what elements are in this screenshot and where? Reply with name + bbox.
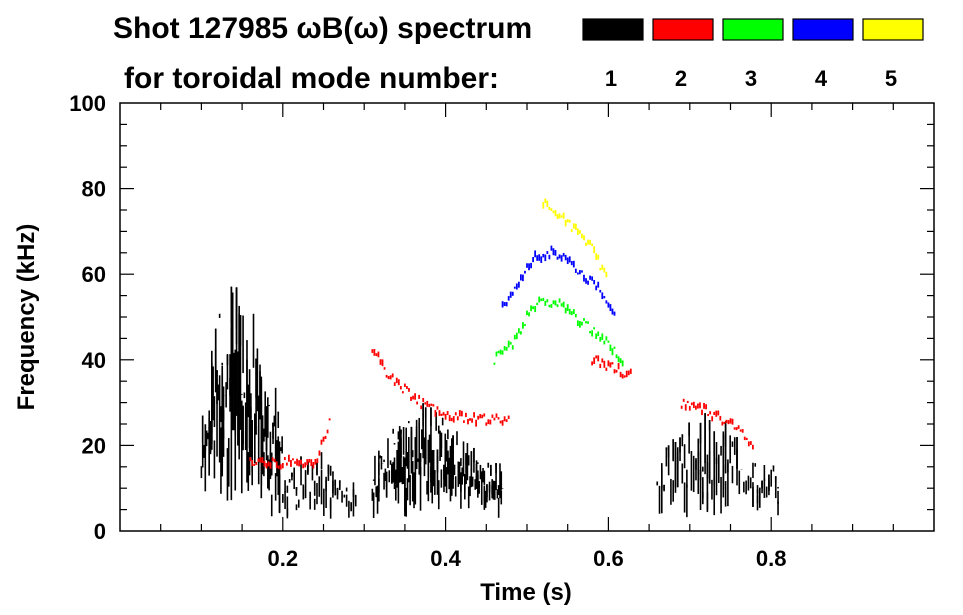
y-tick-label: 60 [82,262,106,287]
legend-label-mode-5: 5 [885,66,897,91]
series-mode-2-6 [591,355,632,379]
series-mode-1-1 [281,452,357,519]
y-tick-label: 80 [82,177,106,202]
legend-swatch-mode-3 [722,18,784,41]
y-tick-label: 100 [69,91,106,116]
series-mode-1-3 [656,413,779,518]
title-line2: for toroidal mode number: [124,62,499,95]
legend-label-mode-2: 2 [675,66,687,91]
series-mode-2-5 [371,348,510,427]
x-tick-label: 0.6 [593,546,624,571]
series-mode-1-2 [371,403,504,518]
series-mode-5-10 [542,198,608,278]
series-mode-2-7 [680,398,754,450]
legend-label-mode-3: 3 [745,66,757,91]
series-mode-3-8 [493,296,624,367]
series-mode-4-9 [501,245,616,316]
plot-area [200,198,779,519]
legend-swatch-mode-1 [582,18,644,41]
title-line1: Shot 127985 ωB(ω) spectrum [113,12,532,45]
legend-swatch-mode-4 [792,18,854,41]
series-mode-1-0 [200,286,283,517]
legend: 1 2 3 4 5 [582,18,924,91]
x-tick-label: 0.2 [268,546,299,571]
legend-swatch-mode-2 [652,18,714,41]
y-tick-label: 0 [94,519,106,544]
legend-label-mode-4: 4 [815,66,828,91]
y-tick-label: 20 [82,433,106,458]
x-tick-label: 0.4 [430,546,461,571]
title-group: Shot 127985 ωB(ω) spectrum for toroidal … [113,12,532,95]
y-axis-label: Frequency (kHz) [13,224,40,411]
legend-label-mode-1: 1 [605,66,617,91]
y-tick-label: 40 [82,348,106,373]
legend-swatch-mode-5 [862,18,924,41]
series-mode-2-4 [249,418,331,470]
x-tick-label: 0.8 [756,546,787,571]
x-axis-label: Time (s) [480,579,572,606]
axis-ticks: 0.2 0.4 0.6 0.8 0 20 40 60 80 100 [69,91,934,571]
